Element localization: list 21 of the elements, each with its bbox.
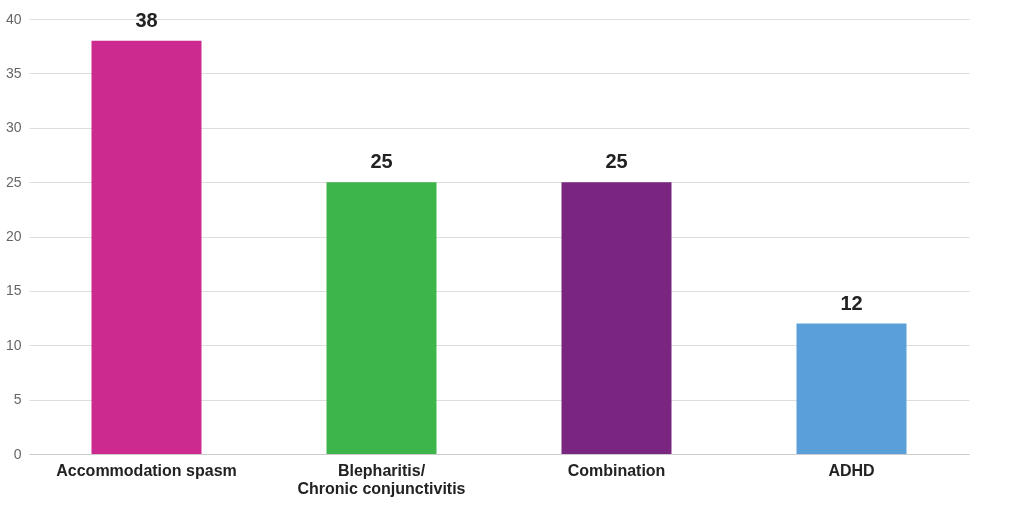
x-tick-label: Combination xyxy=(567,461,666,479)
x-tick-label: Accommodation spasm xyxy=(56,461,237,479)
data-label: 25 xyxy=(370,150,393,173)
y-tick-label: 25 xyxy=(5,173,22,190)
bar xyxy=(326,182,437,454)
data-label: 25 xyxy=(605,150,628,173)
data-label: 12 xyxy=(840,291,863,314)
bar xyxy=(796,323,907,454)
y-tick-label: 0 xyxy=(13,445,22,462)
y-tick-label: 5 xyxy=(13,391,22,408)
data-label: 38 xyxy=(135,8,158,31)
x-tick-label: Blepharitis/ Chronic conjunctivitis xyxy=(297,461,466,497)
bar xyxy=(561,182,672,454)
y-tick-label: 35 xyxy=(5,64,22,81)
y-tick-label: 15 xyxy=(5,282,22,299)
y-tick-label: 40 xyxy=(5,10,22,27)
x-tick-label: ADHD xyxy=(828,461,875,479)
y-tick-label: 20 xyxy=(5,228,22,244)
y-tick-label: 10 xyxy=(5,336,22,353)
y-tick-label: 30 xyxy=(5,119,22,136)
bar xyxy=(91,40,202,454)
